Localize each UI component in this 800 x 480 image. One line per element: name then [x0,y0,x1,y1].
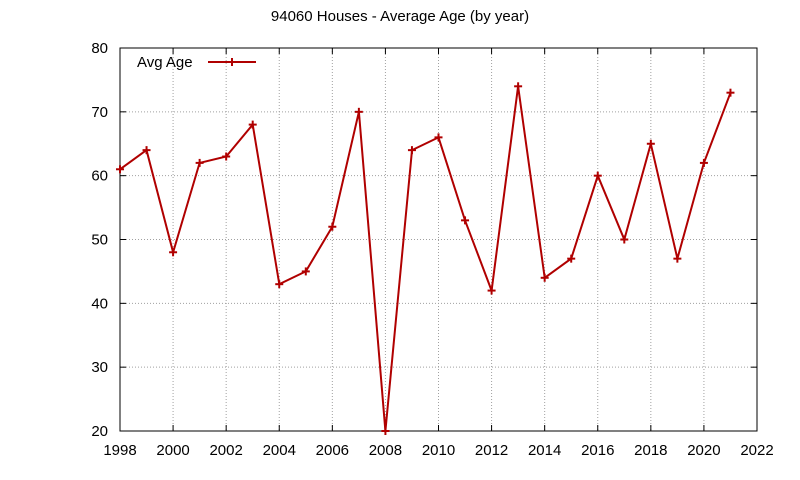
x-tick-label: 2000 [156,442,189,459]
data-point [673,254,682,263]
data-point [116,165,124,174]
data-point [407,146,416,155]
data-point [328,222,337,231]
y-tick-label: 40 [91,295,108,312]
x-tick-label: 2010 [422,442,455,459]
legend-label: Avg Age [137,54,193,71]
y-tick-label: 70 [91,104,108,121]
x-tick-label: 2014 [528,442,561,459]
data-point [301,267,310,276]
x-tick-label: 2020 [687,442,720,459]
data-point [354,107,363,116]
x-tick-label: 2018 [634,442,667,459]
series-line [119,86,732,432]
data-point [461,216,470,225]
data-point [487,286,496,295]
x-tick-label: 2012 [475,442,508,459]
data-point [434,133,443,142]
data-point [567,254,576,263]
y-tick-label: 60 [91,168,108,185]
data-point [248,120,257,129]
data-point [540,273,549,282]
data-point [620,235,629,244]
x-tick-label: 2008 [369,442,402,459]
x-tick-label: 2016 [581,442,614,459]
x-tick-label: 1998 [103,442,136,459]
data-point [593,171,602,180]
y-tick-label: 20 [91,423,108,440]
x-tick-label: 2002 [209,442,242,459]
series-layer [116,82,735,435]
x-tick-label: 2022 [740,442,773,459]
data-point [142,146,151,155]
y-tick-label: 80 [91,40,108,57]
data-point [169,248,178,257]
y-tick-label: 30 [91,359,108,376]
data-point [646,139,655,148]
data-point [275,280,284,289]
data-point [195,158,204,167]
data-point [726,88,735,97]
x-tick-label: 2006 [316,442,349,459]
data-point [222,152,231,161]
x-tick-label: 2004 [263,442,296,459]
data-point [699,158,708,167]
data-point [514,82,523,91]
legend: Avg Age [137,54,256,71]
data-point [381,427,390,435]
chart-title: 94060 Houses - Average Age (by year) [270,8,530,25]
y-tick-label: 50 [91,232,108,249]
grid-lines [120,48,757,431]
axis-ticks: 1998 2000 2002 2004 2006 2008 2010 2012 2014 2016… [91,40,773,459]
